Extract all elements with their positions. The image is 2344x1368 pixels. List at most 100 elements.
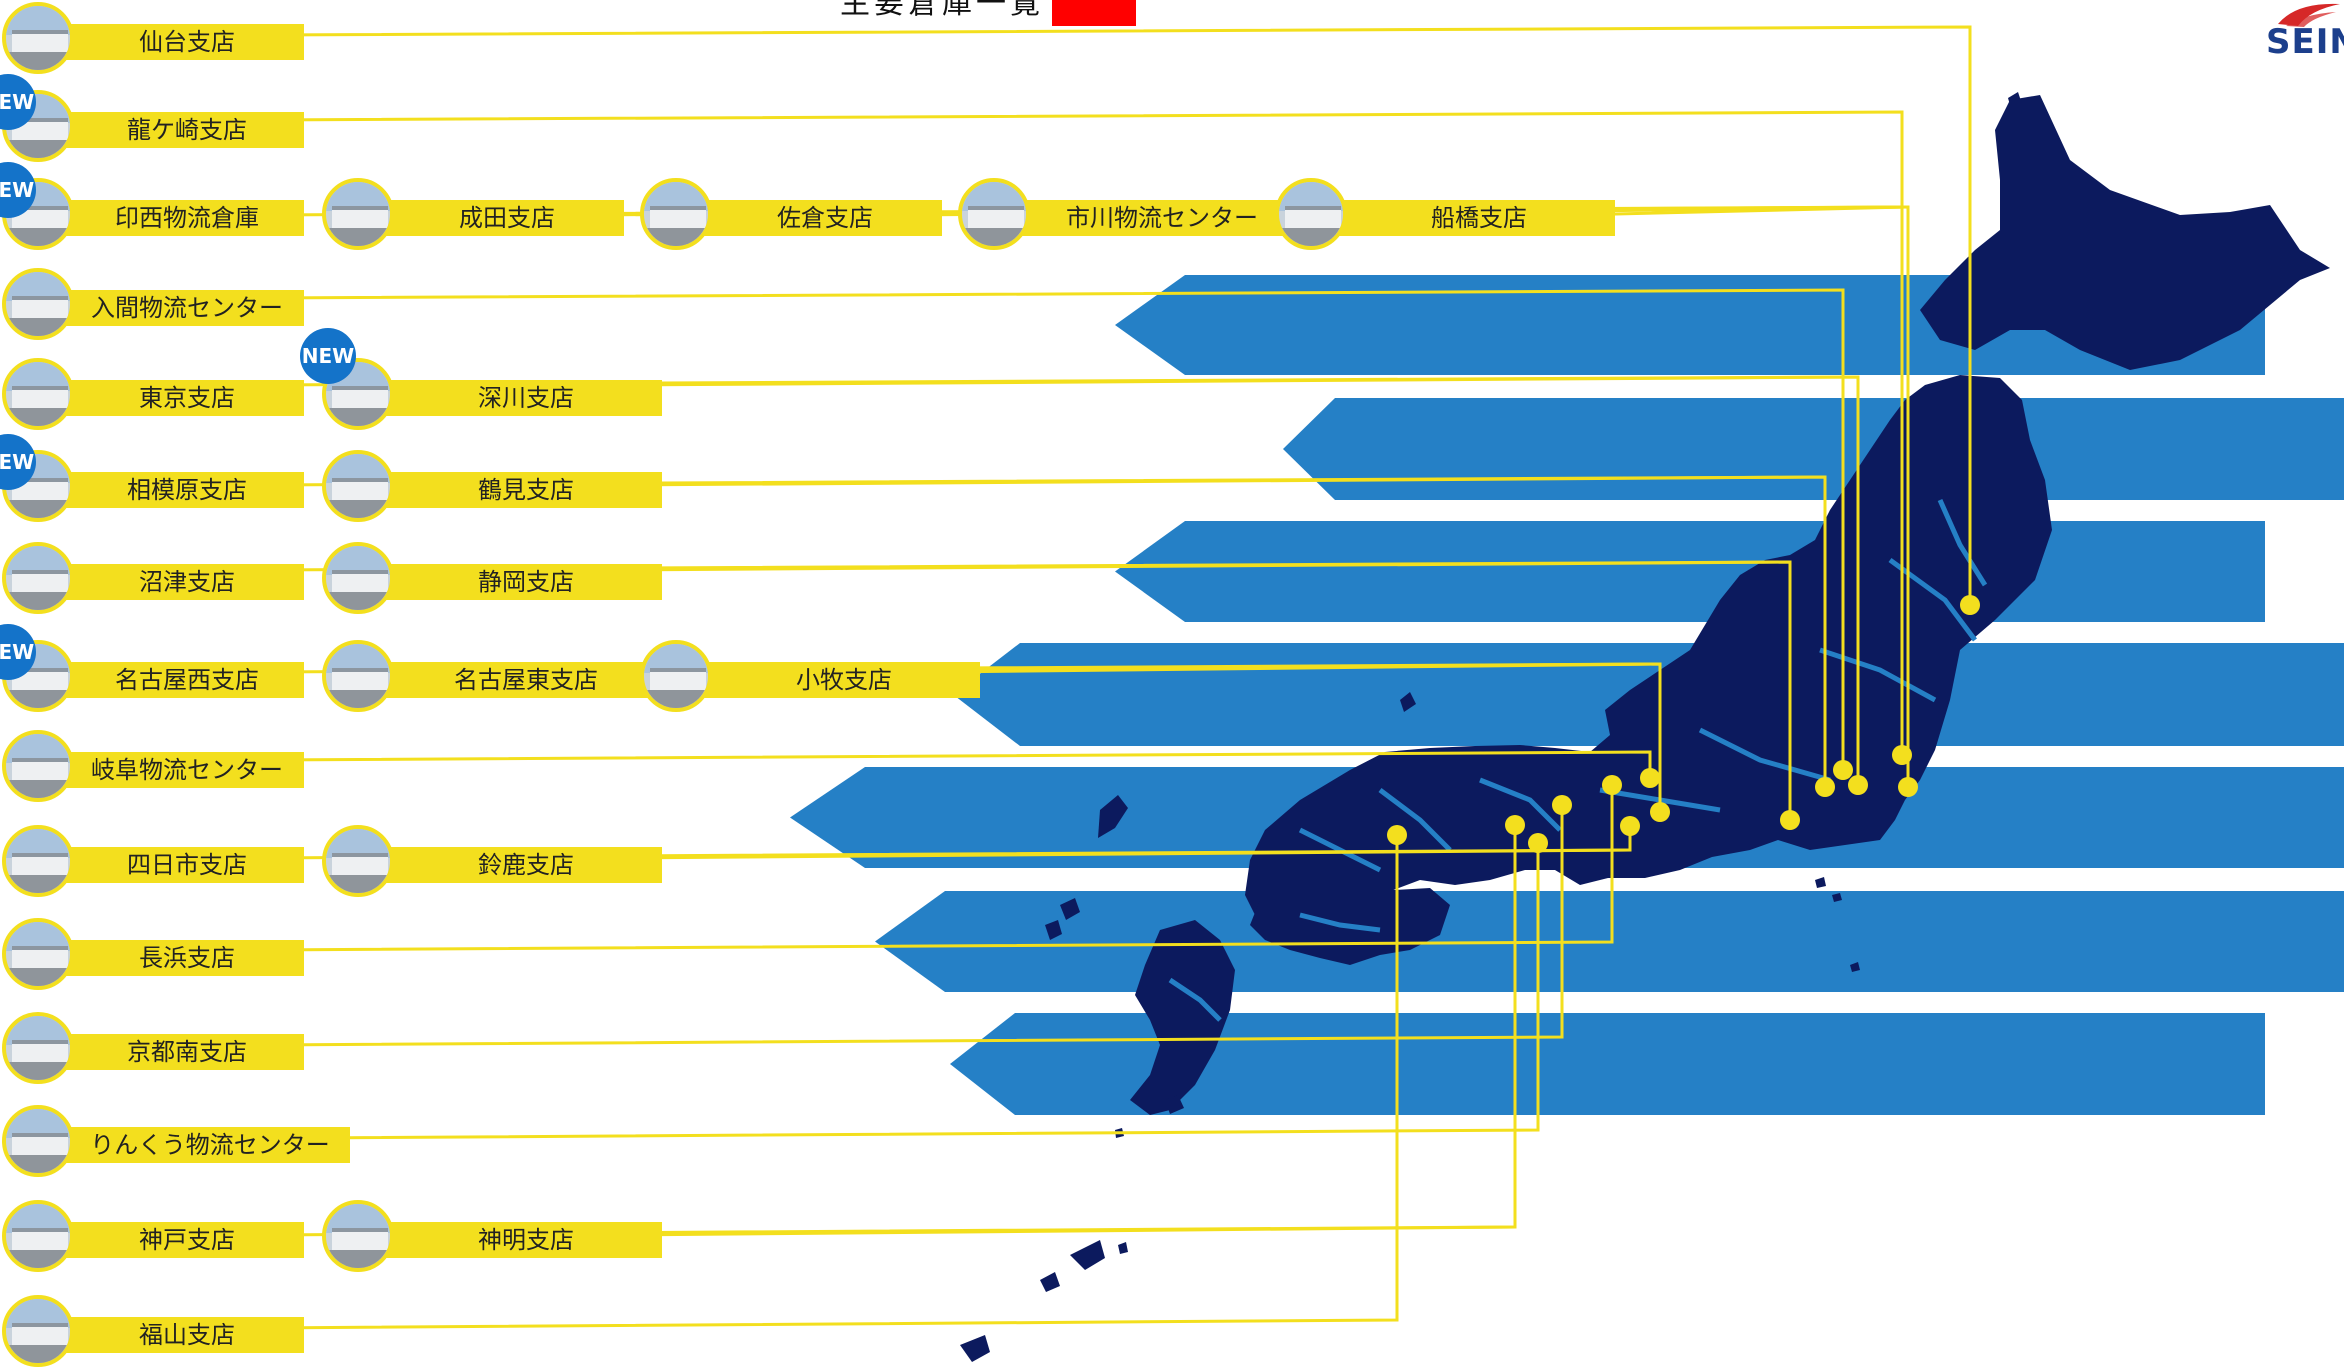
warehouse-photo bbox=[2, 358, 74, 430]
location-dot-sendai bbox=[1960, 595, 1980, 615]
land-shape bbox=[1400, 692, 1416, 712]
branch-label-bar: 佐倉支店 bbox=[680, 200, 942, 236]
branch-name: 佐倉支店 bbox=[777, 204, 873, 232]
warehouse-photo bbox=[322, 1200, 394, 1272]
branch-label-bar: 成田支店 bbox=[362, 200, 624, 236]
warehouse-photo bbox=[322, 640, 394, 712]
branch-label-bar: 龍ケ崎支店 bbox=[42, 112, 304, 148]
branch-label-bar: 四日市支店 bbox=[42, 847, 304, 883]
branch-name: 船橋支店 bbox=[1431, 204, 1527, 232]
warehouse-photo bbox=[2, 918, 74, 990]
branch-name: 名古屋西支店 bbox=[115, 666, 259, 694]
warehouse-photo bbox=[322, 825, 394, 897]
branch-ryugasaki[interactable]: 龍ケ崎支店 NEW bbox=[0, 74, 304, 166]
branch-shinmei[interactable]: 神明支店 bbox=[322, 1200, 662, 1276]
branch-sakura[interactable]: 佐倉支店 bbox=[640, 178, 942, 254]
location-dot-gifu bbox=[1640, 768, 1660, 788]
logo-text: SEIN bbox=[2266, 22, 2344, 62]
branch-label-bar: 福山支店 bbox=[42, 1317, 304, 1353]
branch-name: 入間物流センター bbox=[91, 294, 283, 322]
branch-label-bar: 沼津支店 bbox=[42, 564, 304, 600]
location-dot-rinku bbox=[1528, 833, 1548, 853]
warehouse-photo bbox=[322, 178, 394, 250]
warehouse-photo bbox=[958, 178, 1030, 250]
branch-suzuka[interactable]: 鈴鹿支店 bbox=[322, 825, 662, 901]
prefecture-border bbox=[1299, 912, 1381, 933]
branch-tsurumi[interactable]: 鶴見支店 bbox=[322, 450, 662, 526]
land-shape bbox=[1118, 1242, 1128, 1254]
branch-name: 岐阜物流センター bbox=[91, 756, 283, 784]
branch-gifu[interactable]: 岐阜物流センター bbox=[2, 730, 304, 806]
connector-nagahama bbox=[263, 785, 1614, 952]
connector-shizuoka bbox=[621, 560, 1792, 820]
prefecture-border bbox=[1479, 777, 1562, 832]
branch-nagoya-nishi[interactable]: 名古屋西支店NEW bbox=[0, 624, 304, 716]
branch-name: 鶴見支店 bbox=[478, 476, 574, 504]
land-shape bbox=[1070, 1240, 1105, 1270]
connector-sendai bbox=[263, 25, 1972, 605]
branch-funabashi[interactable]: 船橋支店 bbox=[1275, 178, 1615, 254]
land-shape bbox=[1045, 920, 1062, 940]
logo-wing-icon bbox=[2278, 3, 2340, 27]
branch-nagoya-higashi[interactable]: 名古屋東支店 bbox=[322, 640, 662, 716]
branch-yokkaichi[interactable]: 四日市支店 bbox=[2, 825, 304, 901]
warehouse-photo bbox=[2, 542, 74, 614]
branch-name: 龍ケ崎支店 bbox=[127, 116, 247, 144]
branch-numazu[interactable]: 沼津支店 bbox=[2, 542, 304, 618]
location-dot-inzai bbox=[1898, 777, 1918, 797]
warehouse-photo bbox=[2, 825, 74, 897]
location-dot-nagahama bbox=[1602, 775, 1622, 795]
branch-label-bar: 神戸支店 bbox=[42, 1222, 304, 1258]
location-dot-nagoya-nishi bbox=[1650, 802, 1670, 822]
land-shape bbox=[1060, 898, 1080, 920]
branch-kobe[interactable]: 神戸支店 bbox=[2, 1200, 304, 1276]
connector-ryugasaki bbox=[263, 110, 1904, 755]
location-markers bbox=[1387, 595, 1980, 853]
connector-rinku bbox=[309, 843, 1540, 1140]
location-dot-sagamihara bbox=[1815, 777, 1835, 797]
warehouse-photo bbox=[2, 1105, 74, 1177]
warehouse-photo bbox=[2, 2, 74, 74]
branch-inzai[interactable]: 印西物流倉庫NEW bbox=[0, 162, 304, 254]
branch-shizuoka[interactable]: 静岡支店 bbox=[322, 542, 662, 618]
branch-label-bar: 深川支店 bbox=[362, 380, 662, 416]
branch-sendai[interactable]: 仙台支店 bbox=[2, 2, 304, 78]
branch-tokyo[interactable]: 東京支店 bbox=[2, 358, 304, 434]
branch-rinku[interactable]: りんくう物流センター bbox=[2, 1105, 350, 1181]
branch-label-bar: 市川物流センター bbox=[998, 200, 1298, 236]
branch-name: 成田支店 bbox=[459, 204, 555, 232]
branch-label-bar: りんくう物流センター bbox=[42, 1127, 350, 1163]
branch-narita[interactable]: 成田支店 bbox=[322, 178, 624, 254]
prefecture-border bbox=[1819, 647, 1937, 703]
land-shape bbox=[1850, 962, 1860, 972]
branch-fukuyama[interactable]: 福山支店 bbox=[2, 1295, 304, 1368]
branch-nagahama[interactable]: 長浜支店 bbox=[2, 918, 304, 994]
land-shape bbox=[1130, 920, 1235, 1115]
warehouse-photo bbox=[2, 1295, 74, 1367]
branch-label-bar: 相模原支店 bbox=[42, 472, 304, 508]
branch-name: 長浜支店 bbox=[139, 944, 235, 972]
branch-ichikawa[interactable]: 市川物流センター bbox=[958, 178, 1298, 254]
location-dot-fukuyama bbox=[1387, 825, 1407, 845]
branch-name: 京都南支店 bbox=[127, 1038, 247, 1066]
warehouse-photo bbox=[640, 640, 712, 712]
title-accent bbox=[1052, 0, 1136, 26]
background-band bbox=[1115, 521, 2265, 622]
branch-name: 小牧支店 bbox=[796, 666, 892, 694]
location-dot-kyoto-minami bbox=[1552, 795, 1572, 815]
branch-komaki[interactable]: 小牧支店 bbox=[640, 640, 980, 716]
branch-fukagawa[interactable]: 深川支店 NEW bbox=[300, 328, 662, 434]
branch-sagamihara[interactable]: 相模原支店NEW bbox=[0, 434, 304, 526]
land-shape bbox=[960, 1335, 990, 1362]
warehouse-photo bbox=[322, 358, 394, 430]
land-shape bbox=[1165, 1095, 1184, 1114]
branch-name: 神明支店 bbox=[478, 1226, 574, 1254]
branch-kyoto-minami[interactable]: 京都南支店 bbox=[2, 1012, 304, 1088]
branch-name: 沼津支店 bbox=[139, 568, 235, 596]
land-shape bbox=[1920, 95, 2330, 370]
connector-fukagawa bbox=[621, 375, 1860, 785]
connector-shinmei bbox=[621, 825, 1517, 1237]
branch-label-bar: 岐阜物流センター bbox=[42, 752, 304, 788]
branch-name: 鈴鹿支店 bbox=[478, 851, 574, 879]
branch-iruma[interactable]: 入間物流センター bbox=[2, 268, 304, 344]
